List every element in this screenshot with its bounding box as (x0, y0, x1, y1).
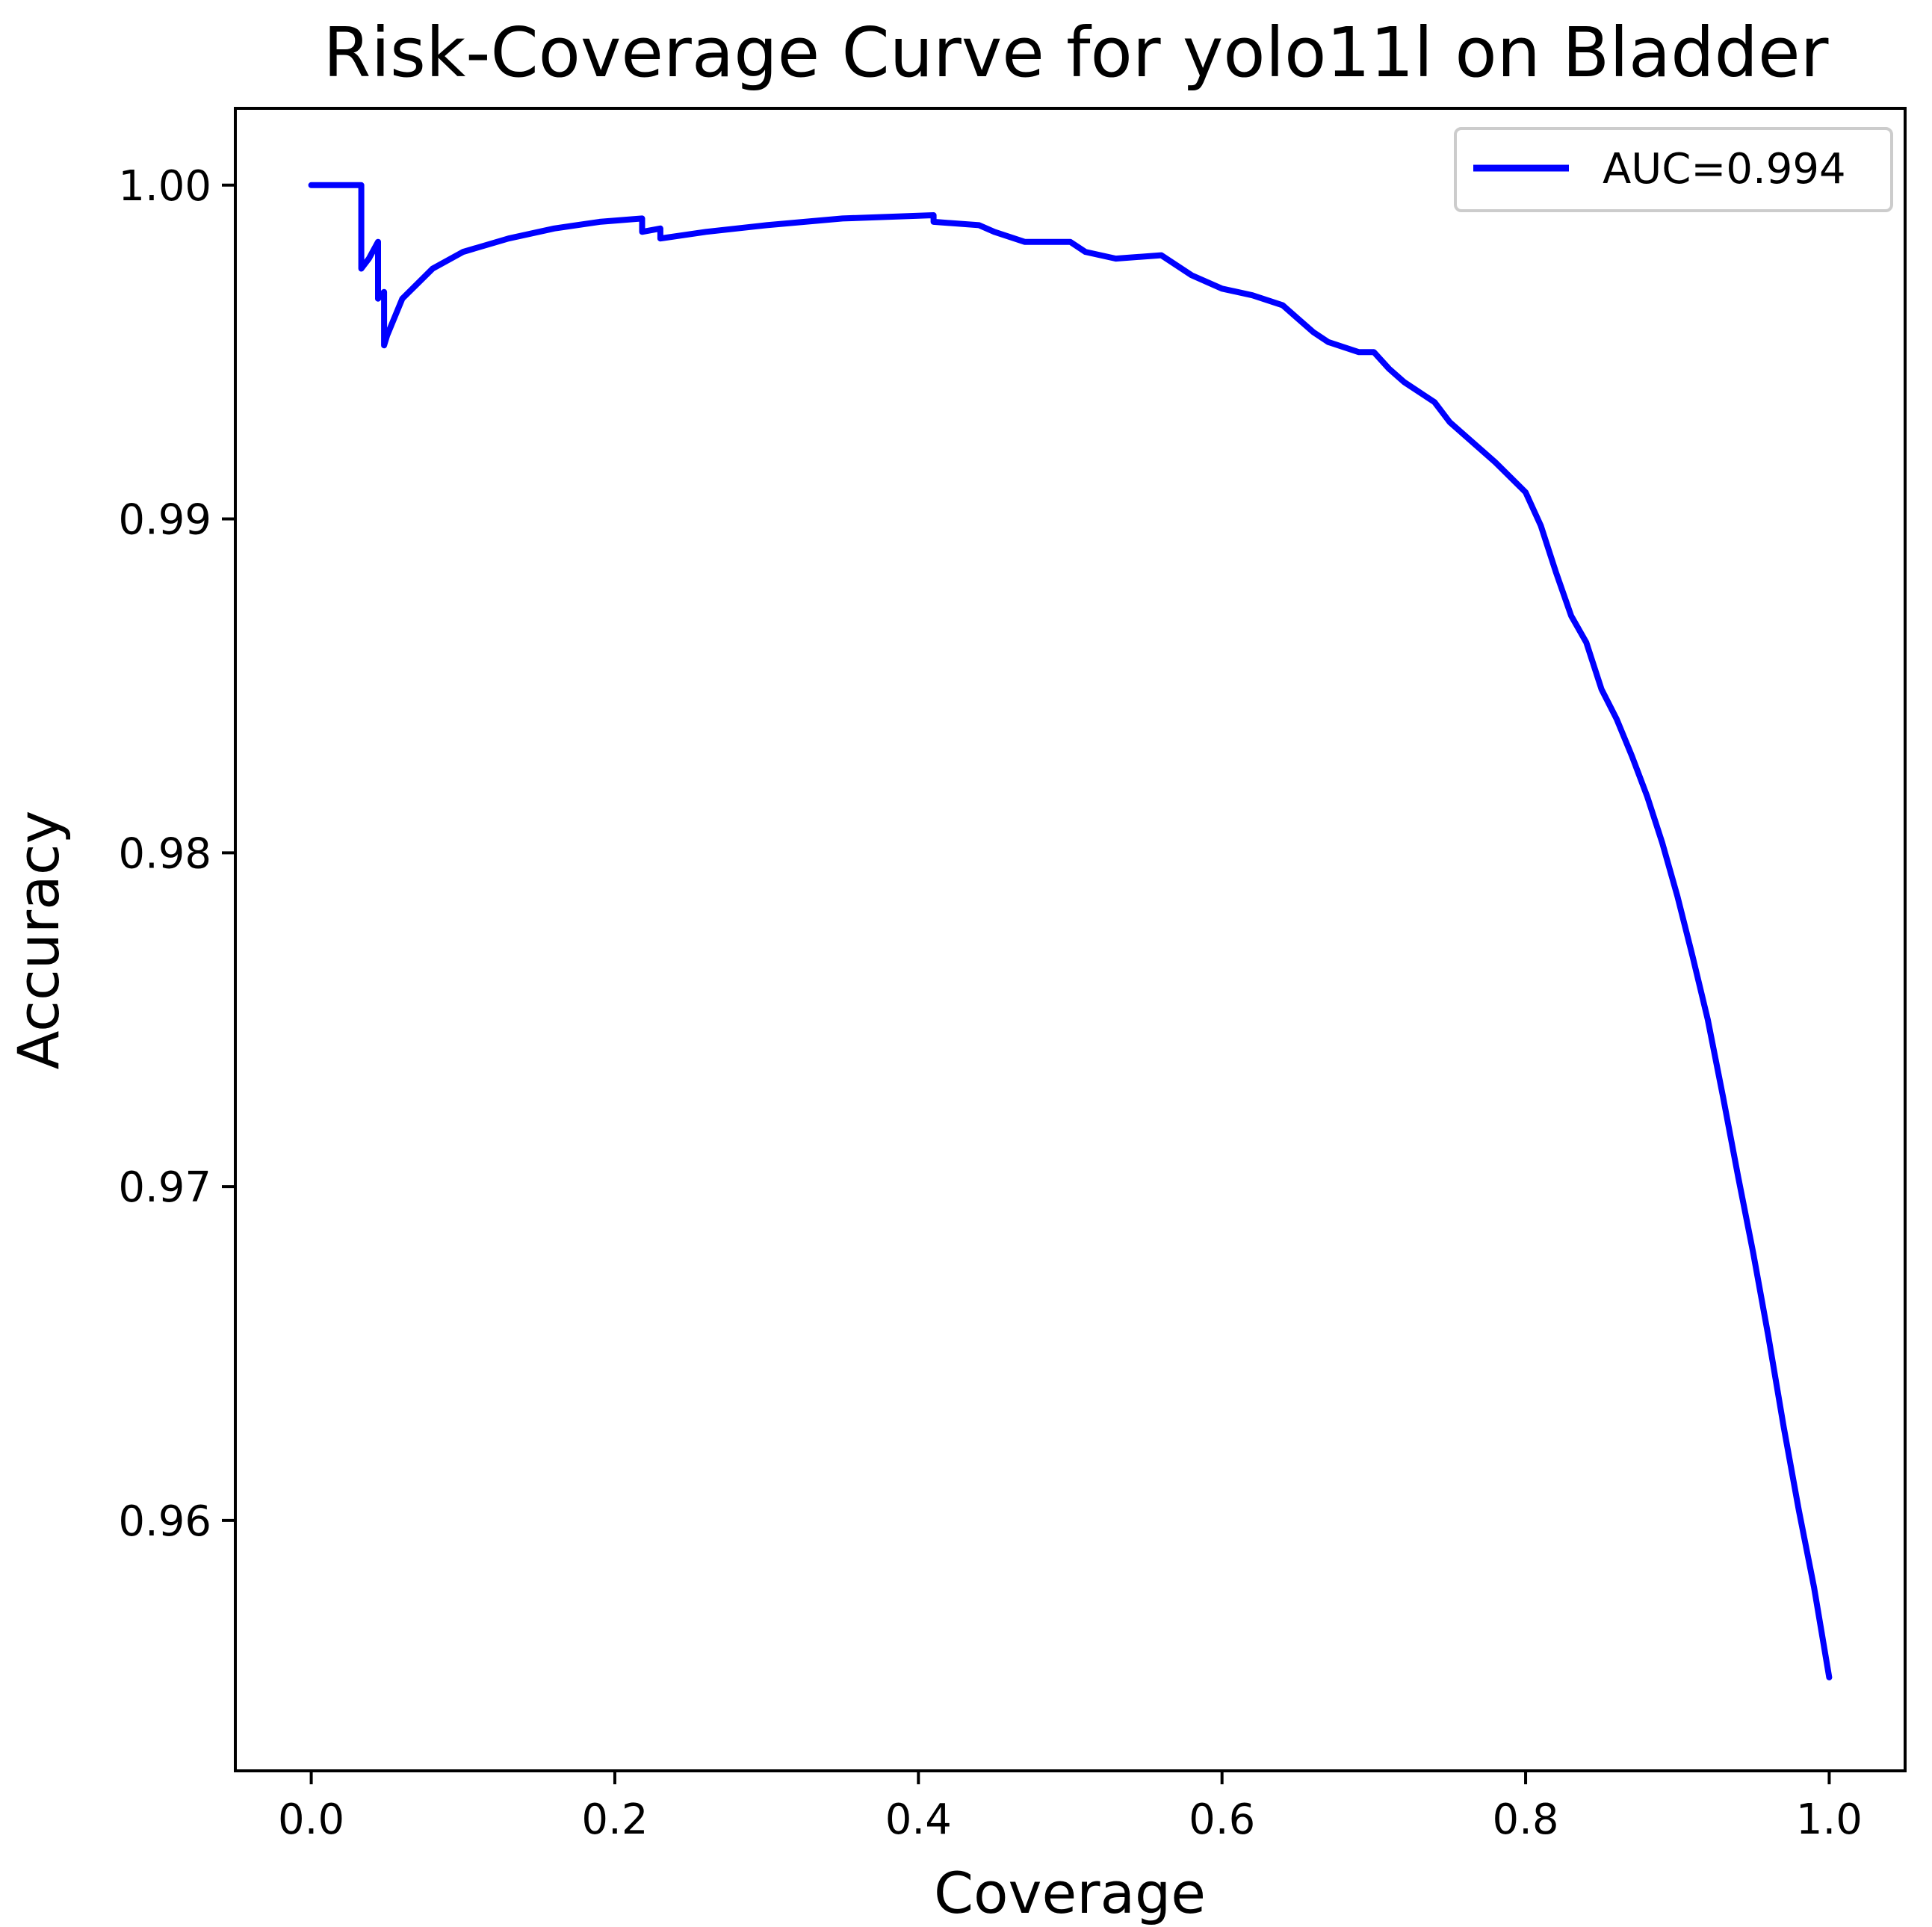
legend: AUC=0.994 (1454, 127, 1893, 212)
plot-frame (234, 107, 1907, 1772)
series-line (308, 182, 1833, 1680)
x-tick-label: 0.6 (1189, 1795, 1255, 1844)
y-tick-label: 0.97 (118, 1163, 211, 1212)
plot-area: 0.0 0.2 0.4 0.6 0.8 1.0 0.96 0.97 0.98 0.99 1.00 (118, 107, 1907, 1844)
x-axis-label: Coverage (934, 1860, 1206, 1926)
y-tick-label: 0.99 (118, 496, 211, 545)
y-tick-label: 1.00 (118, 162, 211, 211)
y-tick-label: 0.96 (118, 1497, 211, 1546)
chart-title: Risk-Coverage Curve for yolo11l on Bladd… (323, 13, 1829, 93)
legend-box (1454, 127, 1893, 212)
x-tick-label: 0.2 (581, 1795, 648, 1844)
x-tick-label: 0.4 (885, 1795, 952, 1844)
x-tick-label: 0.8 (1493, 1795, 1559, 1844)
x-tick-label: 0.0 (278, 1795, 344, 1844)
axis-ticks: 0.0 0.2 0.4 0.6 0.8 1.0 0.96 0.97 0.98 0.99 1.00 (118, 162, 1863, 1844)
y-tick-label: 0.98 (118, 829, 211, 878)
legend-label: AUC=0.994 (1603, 145, 1846, 194)
y-axis-label: Accuracy (5, 811, 72, 1070)
x-tick-label: 1.0 (1796, 1795, 1863, 1844)
